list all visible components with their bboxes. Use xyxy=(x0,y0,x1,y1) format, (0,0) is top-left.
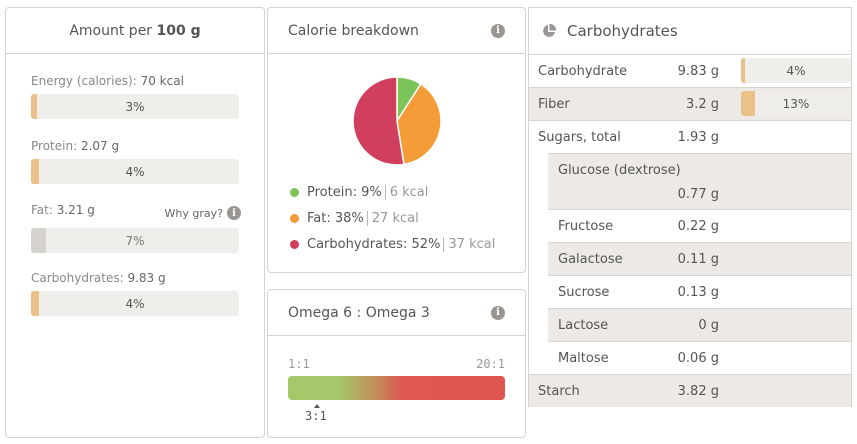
row-name: Lactose xyxy=(558,318,609,333)
protein-item: Protein: 2.07 g 4% xyxy=(31,139,239,184)
carbs-bar: 4% xyxy=(31,291,239,316)
table-row: Sucrose 0.13 g xyxy=(548,275,851,308)
omega-marker-icon xyxy=(314,404,320,408)
why-gray-label: Why gray? xyxy=(164,206,223,220)
energy-label: Energy (calories): xyxy=(31,74,137,88)
legend-protein-pct: 9% xyxy=(361,184,382,200)
legend-fat-pct: 38% xyxy=(334,210,364,226)
row-name: Galactose xyxy=(558,252,623,267)
energy-item: Energy (calories): 70 kcal 3% xyxy=(31,74,239,119)
omega-marker-label: 3:1 xyxy=(305,409,327,423)
table-row: Lactose 0 g xyxy=(548,308,851,341)
amount-header: Amount per 100 g xyxy=(6,8,264,54)
calorie-panel: Calorie breakdown i Protein: 9% 6 kcal Fa… xyxy=(267,7,526,273)
protein-bar: 4% xyxy=(31,159,239,184)
row-value: 1.93 g xyxy=(677,130,719,145)
row-value: 9.83 g xyxy=(677,64,719,79)
legend-protein-name: Protein: xyxy=(307,184,357,200)
amount-title-bold: 100 g xyxy=(156,22,201,39)
row-name: Glucose (dextrose) xyxy=(558,163,681,178)
table-row: Carbohydrate 9.83 g 4% xyxy=(529,54,851,87)
row-percent: 13% xyxy=(782,96,810,111)
table-row: Fructose 0.22 g xyxy=(548,209,851,242)
omega-max-label: 20:1 xyxy=(476,357,505,371)
table-row: Starch 3.82 g xyxy=(529,374,851,407)
row-value: 0.22 g xyxy=(677,219,719,234)
table-row: Galactose 0.11 g xyxy=(548,242,851,275)
row-value: 3.82 g xyxy=(677,384,719,399)
fat-bar: 7% xyxy=(31,228,239,253)
row-name: Carbohydrate xyxy=(538,64,628,79)
omega-title: Omega 6 : Omega 3 xyxy=(288,304,430,321)
table-row: Maltose 0.06 g xyxy=(548,341,851,374)
carbs-header: Carbohydrates xyxy=(529,8,851,54)
carbs-title: Carbohydrates xyxy=(567,22,678,40)
omega-min-label: 1:1 xyxy=(288,357,310,371)
carbs-item: Carbohydrates: 9.83 g 4% xyxy=(31,271,239,316)
fat-value: 3.21 g xyxy=(56,203,95,217)
legend-carbs: Carbohydrates: 52% 37 kcal xyxy=(290,231,525,257)
pie-chart-icon xyxy=(543,24,556,37)
row-percent-bar: 4% xyxy=(741,58,851,83)
row-value: 0 g xyxy=(698,318,719,333)
omega-panel: Omega 6 : Omega 3 i 1:1 20:1 3:1 xyxy=(267,289,526,438)
fat-item: Fat: 3.21 g Why gray? i 7% xyxy=(31,200,241,253)
legend-carbs-name: Carbohydrates: xyxy=(307,236,408,252)
row-value: 0.77 g xyxy=(677,187,719,202)
row-name: Sucrose xyxy=(558,285,610,300)
protein-value: 2.07 g xyxy=(80,139,120,153)
row-name: Sugars, total xyxy=(538,130,621,145)
row-percent: 4% xyxy=(786,63,806,78)
row-name: Fiber xyxy=(538,97,570,112)
fat-label: Fat: xyxy=(31,203,53,217)
amount-panel: Amount per 100 g Energy (calories): 70 k… xyxy=(5,7,265,438)
pie-slice-carbs xyxy=(352,76,405,166)
calorie-header: Calorie breakdown i xyxy=(268,8,525,54)
row-value: 0.11 g xyxy=(677,252,719,267)
info-icon: i xyxy=(227,206,241,220)
carbs-dot xyxy=(290,239,299,249)
carbs-panel: Carbohydrates Carbohydrate 9.83 g 4% Fiber 3… xyxy=(528,7,852,407)
row-value: 0.06 g xyxy=(677,351,719,366)
fat-dot xyxy=(290,213,299,223)
protein-dot xyxy=(290,187,299,197)
table-row: Sugars, total 1.93 g xyxy=(529,120,851,153)
row-name: Starch xyxy=(538,384,580,399)
calorie-pie-chart xyxy=(352,76,442,166)
energy-value: 70 kcal xyxy=(140,74,184,88)
row-name: Maltose xyxy=(558,351,609,366)
legend-protein-kcal: 6 kcal xyxy=(384,184,428,200)
legend-carbs-kcal: 37 kcal xyxy=(443,236,495,252)
calorie-title: Calorie breakdown xyxy=(288,22,419,39)
pie-slice-fat xyxy=(396,82,442,166)
amount-title: Amount per xyxy=(69,22,153,39)
row-name: Fructose xyxy=(558,219,614,234)
energy-bar: 3% xyxy=(31,94,239,119)
protein-percent: 4% xyxy=(125,164,145,179)
calorie-info-icon[interactable]: i xyxy=(491,23,505,38)
fat-percent: 7% xyxy=(125,233,145,248)
omega-gradient-bar xyxy=(288,376,505,400)
energy-percent: 3% xyxy=(125,99,145,114)
legend-fat-name: Fat: xyxy=(307,210,331,226)
protein-label: Protein: xyxy=(31,139,78,153)
carbs-value: 9.83 g xyxy=(127,271,166,285)
legend-fat: Fat: 38% 27 kcal xyxy=(290,205,525,231)
why-gray-link[interactable]: Why gray? i xyxy=(165,206,241,220)
carbs-label: Carbohydrates: xyxy=(31,271,124,285)
row-value: 0.13 g xyxy=(677,285,719,300)
omega-info-icon[interactable]: i xyxy=(491,305,505,320)
omega-header: Omega 6 : Omega 3 i xyxy=(268,290,525,336)
carbs-percent: 4% xyxy=(125,296,145,311)
row-percent-bar: 13% xyxy=(741,91,851,116)
legend-carbs-pct: 52% xyxy=(411,236,441,252)
row-value: 3.2 g xyxy=(685,97,719,112)
legend-fat-kcal: 27 kcal xyxy=(366,210,419,226)
table-row: Glucose (dextrose) 0.77 g xyxy=(548,153,851,209)
table-row: Fiber 3.2 g 13% xyxy=(529,87,851,120)
legend-protein: Protein: 9% 6 kcal xyxy=(290,179,525,205)
